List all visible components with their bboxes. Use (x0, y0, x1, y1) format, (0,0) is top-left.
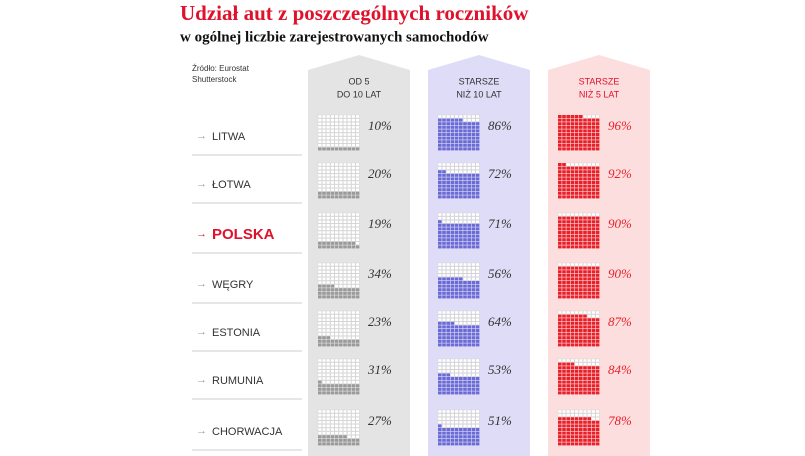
waffle (317, 310, 360, 347)
arrow-icon: → (196, 326, 207, 338)
category-label: ESTONIA (212, 327, 261, 339)
value-label: 90% (608, 266, 632, 281)
arrow-icon: → (196, 130, 207, 142)
arrow-icon: → (196, 228, 207, 240)
value-label: 92% (608, 166, 632, 181)
category-label: POLSKA (212, 226, 275, 243)
column-header: OD 5 (348, 76, 369, 86)
waffle (317, 114, 360, 151)
waffle (557, 358, 600, 395)
value-label: 20% (368, 166, 392, 181)
waffle (437, 212, 480, 249)
column-header: DO 10 LAT (337, 89, 382, 99)
value-label: 78% (608, 413, 632, 428)
column-header: STARSZE (459, 76, 500, 86)
column-background (308, 55, 410, 456)
column-header: STARSZE (579, 76, 620, 86)
waffle (437, 114, 480, 151)
waffle (558, 114, 600, 151)
value-label: 56% (488, 266, 512, 281)
column-background (428, 55, 530, 456)
waffle (557, 262, 600, 299)
chart-subtitle: w ogólnej liczbie zarejestrowanych samoc… (180, 29, 489, 45)
waffle (557, 212, 600, 249)
column-background (548, 55, 650, 456)
value-label: 23% (368, 314, 392, 329)
arrow-icon: → (196, 178, 207, 190)
arrow-icon: → (196, 425, 207, 437)
waffle (557, 310, 600, 347)
source: Źródło: Eurostat (192, 64, 250, 73)
value-label: 53% (488, 362, 512, 377)
category-label: WĘGRY (212, 279, 254, 291)
value-label: 84% (608, 362, 632, 377)
value-label: 10% (368, 118, 392, 133)
source: Shutterstock (192, 75, 237, 84)
waffle (557, 409, 600, 446)
value-label: 31% (367, 362, 392, 377)
category-label: ŁOTWA (212, 179, 251, 191)
waffle (317, 262, 360, 299)
waffle (437, 162, 480, 199)
waffle (317, 358, 360, 395)
value-label: 19% (368, 216, 392, 231)
column-header: NIŻ 5 LAT (579, 89, 620, 99)
value-label: 96% (608, 118, 632, 133)
value-label: 86% (488, 118, 512, 133)
column-header: NIŻ 10 LAT (456, 89, 502, 99)
value-label: 87% (608, 314, 632, 329)
value-label: 34% (367, 266, 392, 281)
value-label: 27% (368, 413, 392, 428)
value-label: 71% (488, 216, 512, 231)
chart-title: Udział aut z poszczególnych roczników (180, 1, 529, 25)
arrow-icon: → (196, 278, 207, 290)
waffle (437, 262, 480, 299)
waffle (437, 409, 480, 446)
value-label: 64% (488, 314, 512, 329)
waffle (437, 358, 480, 395)
waffle (437, 310, 480, 347)
arrow-icon: → (196, 374, 207, 386)
waffle (317, 409, 360, 446)
category-label: LITWA (212, 131, 246, 143)
waffle (317, 162, 360, 199)
category-label: CHORWACJA (212, 426, 283, 438)
waffle (558, 162, 600, 199)
value-label: 72% (488, 166, 512, 181)
waffle (317, 212, 360, 249)
category-label: RUMUNIA (212, 375, 264, 387)
value-label: 90% (608, 216, 632, 231)
value-label: 51% (488, 413, 512, 428)
